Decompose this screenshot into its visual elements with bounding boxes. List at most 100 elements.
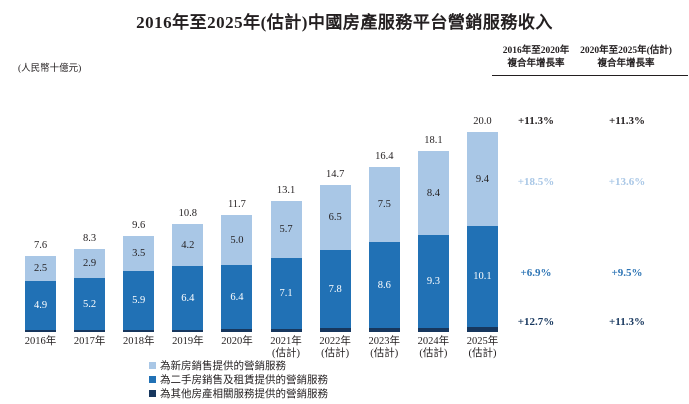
- cagr-column1-label: 複合年增長率: [507, 59, 565, 69]
- chart-title: 2016年至2025年(估計)中國房產服務平台營銷服務收入: [136, 13, 553, 32]
- bar-segment: [417, 151, 449, 235]
- x-axis-label: 2019年: [158, 336, 218, 348]
- legend-swatch: [149, 375, 156, 383]
- x-axis-label: 2022年 (估計): [305, 336, 365, 360]
- bar-segment: [466, 132, 498, 226]
- bar-total-label: 16.4: [375, 151, 394, 162]
- legend-swatch: [149, 361, 156, 369]
- bar-segment-label: 4.9: [33, 300, 48, 311]
- x-axis-label: 2020年: [207, 336, 267, 348]
- bar-segment-label: 5.7: [279, 224, 293, 235]
- bar-segment: [270, 329, 302, 332]
- bar-total-label: 8.3: [83, 233, 97, 244]
- bar-segment-label: 6.4: [230, 291, 244, 303]
- bar-segment: [172, 224, 204, 266]
- cagr-column2-period: 2020年至2025年(估計): [580, 46, 672, 56]
- x-axis-label: 2017年: [60, 336, 120, 348]
- bar-segment-label: 2.5: [33, 263, 48, 274]
- x-axis-label: 2025年 (估計): [452, 336, 512, 360]
- bar-segment: [319, 250, 351, 328]
- legend: 為新房銷售提供的營銷服務為二手房銷售及租賃提供的營銷服務 為其他房產相關服務提供的…: [149, 358, 328, 400]
- bar-segment: [368, 242, 400, 328]
- bar-segment: [368, 167, 400, 242]
- bar-segment-label: 6.4: [181, 292, 195, 304]
- bar-total-label: 13.1: [276, 185, 296, 196]
- bar-segment: [319, 328, 351, 332]
- x-axis-year: 2021年: [270, 336, 302, 347]
- cagr-column2-header: 2020年至2025年(估計) 複合年增長率: [563, 45, 689, 71]
- bar-segment-label: 5.9: [132, 295, 146, 306]
- bar-segment-label: 5.0: [230, 234, 244, 246]
- bar-segment-label: 7.5: [377, 199, 391, 210]
- bar-segment: [123, 271, 155, 330]
- bar-segment-label: 9.3: [426, 276, 440, 287]
- x-axis-year: 2018年: [122, 336, 155, 347]
- cagr-header-underline: [492, 75, 688, 76]
- bar-segment-label: 6.5: [328, 212, 342, 223]
- cagr-value-total: +11.3%: [609, 115, 645, 127]
- legend-label: 為新房銷售提供的營銷服務: [160, 360, 286, 372]
- bar-segment-label: 7.8: [328, 283, 342, 295]
- legend-label: 為二手房銷售及租賃提供的營銷服務: [160, 374, 328, 386]
- cagr-value-other-property-marketing: +11.3%: [609, 316, 645, 328]
- bar-segment: [172, 266, 204, 330]
- bar-total-label: 7.6: [33, 240, 48, 251]
- legend-item: 為二手房銷售及租賃提供的營銷服務: [149, 372, 328, 386]
- bar-segment: [123, 236, 155, 271]
- legend-label: 為其他房產相關服務提供的營銷服務: [160, 388, 328, 400]
- cagr-value-total: +11.3%: [518, 115, 554, 127]
- x-axis-estimate-note: (估計): [370, 348, 399, 359]
- bar-total-label: 18.1: [424, 135, 443, 146]
- bar-segment: [172, 330, 204, 332]
- x-axis-label: 2018年: [109, 336, 169, 348]
- x-axis-estimate-note: (估計): [468, 348, 497, 359]
- x-axis-label: 2016年: [11, 336, 71, 348]
- bar-segment: [221, 265, 253, 329]
- bar-total-label: 20.0: [473, 116, 492, 127]
- bar-segment-label: 5.2: [83, 298, 97, 310]
- bar-segment: [417, 328, 449, 332]
- bar-segment-label: 4.2: [181, 239, 195, 251]
- cagr-value-new-home-marketing: +18.5%: [517, 176, 555, 188]
- bar-segment: [221, 215, 253, 265]
- legend-swatch: [149, 389, 156, 397]
- bar-segment: [123, 330, 155, 332]
- cagr-column2-label: 複合年增長率: [597, 59, 655, 69]
- x-axis-year: 2023年: [368, 336, 401, 347]
- x-axis-estimate-note: (估計): [419, 348, 448, 359]
- bar-segment: [270, 258, 302, 329]
- x-axis-year: 2024年: [417, 336, 450, 347]
- bar-segment-label: 8.6: [377, 279, 391, 291]
- legend-item: 為新房銷售提供的營銷服務: [149, 358, 328, 372]
- bar-segment: [74, 249, 106, 278]
- bar-segment-label: 3.5: [132, 248, 146, 259]
- cagr-column1-header: 2016年至2020年 複合年增長率: [482, 45, 590, 71]
- bar-segment: [74, 330, 106, 332]
- bar-segment-label: 7.1: [279, 288, 293, 299]
- cagr-value-secondary-home-marketing: +9.5%: [611, 267, 643, 279]
- bar-segment: [74, 278, 106, 330]
- bar-segment: [368, 328, 400, 332]
- x-axis-label: 2024年 (估計): [403, 336, 463, 360]
- bar-segment-label: 2.9: [83, 258, 97, 269]
- bar-segment-label: 9.4: [475, 173, 490, 185]
- x-axis-estimate-note: (估計): [272, 348, 301, 359]
- bar-segment: [25, 256, 56, 281]
- bar-segment: [25, 330, 56, 332]
- bar-total-label: 9.6: [132, 220, 146, 231]
- bar-segment-label: 8.4: [426, 187, 440, 199]
- x-axis-year: 2022年: [319, 336, 351, 347]
- bar-segment: [270, 201, 302, 258]
- cagr-value-other-property-marketing: +12.7%: [517, 316, 555, 328]
- x-axis-label: 2021年 (估計): [256, 336, 316, 360]
- cagr-value-secondary-home-marketing: +6.9%: [520, 267, 552, 279]
- bar-segment-label: 10.1: [473, 271, 492, 282]
- bar-segment: [466, 226, 498, 327]
- bar-total-label: 10.8: [178, 208, 198, 219]
- legend-item: 為其他房產相關服務提供的營銷服務: [149, 386, 328, 400]
- x-axis-year: 2025年: [466, 336, 499, 347]
- x-axis-year: 2019年: [172, 336, 204, 347]
- bar-segment: [417, 235, 449, 328]
- cagr-column1-period: 2016年至2020年: [502, 46, 570, 56]
